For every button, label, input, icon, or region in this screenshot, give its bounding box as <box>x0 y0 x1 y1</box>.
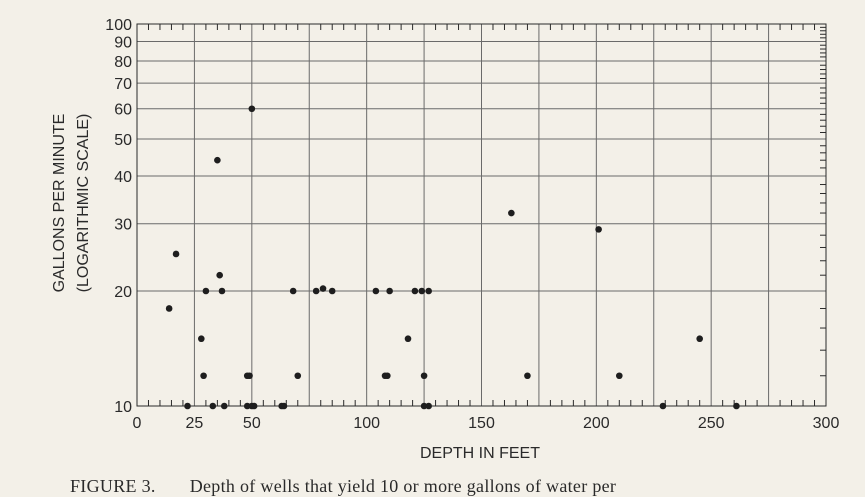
data-point <box>616 372 623 380</box>
data-point <box>165 305 173 312</box>
grid-lines <box>137 24 826 406</box>
x-tick-label: 25 <box>186 415 204 432</box>
x-axis-label: DEPTH IN FEET <box>420 445 540 462</box>
data-point <box>372 287 380 295</box>
data-point <box>294 372 302 380</box>
data-point <box>202 287 210 295</box>
x-tick-label: 250 <box>698 415 725 432</box>
data-point <box>425 402 432 410</box>
data-point <box>312 287 320 295</box>
data-point <box>420 402 428 410</box>
data-point <box>696 335 703 343</box>
y-tick-label: 30 <box>114 217 132 234</box>
data-point <box>659 402 667 410</box>
data-point <box>384 372 391 380</box>
data-point <box>280 402 288 410</box>
x-tick-label: 0 <box>133 415 142 432</box>
data-point <box>328 287 336 295</box>
y-tick-label: 10 <box>114 399 132 416</box>
y-tick-label: 90 <box>114 34 132 51</box>
data-point <box>218 287 226 295</box>
x-tick-label: 200 <box>583 415 610 432</box>
data-point <box>289 287 297 295</box>
y-tick-label: 20 <box>114 284 132 301</box>
data-point <box>733 402 740 410</box>
data-point <box>411 287 419 295</box>
plot-frame <box>136 23 827 407</box>
caption-text: Depth of wells that yield 10 or more gal… <box>189 476 617 496</box>
x-tick-label: 150 <box>468 415 495 432</box>
y-tick-label: 70 <box>114 76 132 93</box>
data-point <box>246 372 253 380</box>
data-point <box>319 285 327 292</box>
x-tick-label: 300 <box>813 415 840 432</box>
figure-number: FIGURE 3. <box>70 476 156 496</box>
data-point <box>250 402 258 410</box>
data-point <box>524 372 531 380</box>
axis-ticks <box>147 24 826 406</box>
y-tick-label: 60 <box>114 102 132 119</box>
x-tick-labels: 0 25 50 100 150 200 250 300 <box>133 415 840 432</box>
x-tick-label: 50 <box>243 415 261 432</box>
y-axis-sublabel: (LOGARITHMIC SCALE) <box>75 114 92 293</box>
data-point <box>386 287 393 295</box>
data-point <box>200 372 207 380</box>
data-point <box>418 287 426 295</box>
data-point <box>420 372 428 380</box>
y-axis-label: GALLONS PER MINUTE <box>51 114 68 293</box>
data-point <box>243 402 251 410</box>
data-point <box>595 226 602 233</box>
data-point <box>216 271 223 279</box>
data-point <box>404 335 412 343</box>
data-point <box>248 105 256 113</box>
data-point <box>508 209 515 217</box>
data-point <box>198 335 205 343</box>
data-point <box>172 250 180 258</box>
data-point <box>425 287 432 295</box>
y-tick-label: 50 <box>114 132 132 149</box>
data-point <box>184 402 191 410</box>
data-point <box>214 156 221 164</box>
y-tick-label: 40 <box>114 169 132 186</box>
x-tick-label: 100 <box>353 415 380 432</box>
data-points <box>165 105 740 410</box>
figure-caption: FIGURE 3. Depth of wells that yield 10 or… <box>64 476 616 497</box>
data-point <box>209 402 217 410</box>
data-point <box>220 402 228 410</box>
y-tick-label: 100 <box>105 17 132 34</box>
y-tick-label: 80 <box>114 54 132 71</box>
